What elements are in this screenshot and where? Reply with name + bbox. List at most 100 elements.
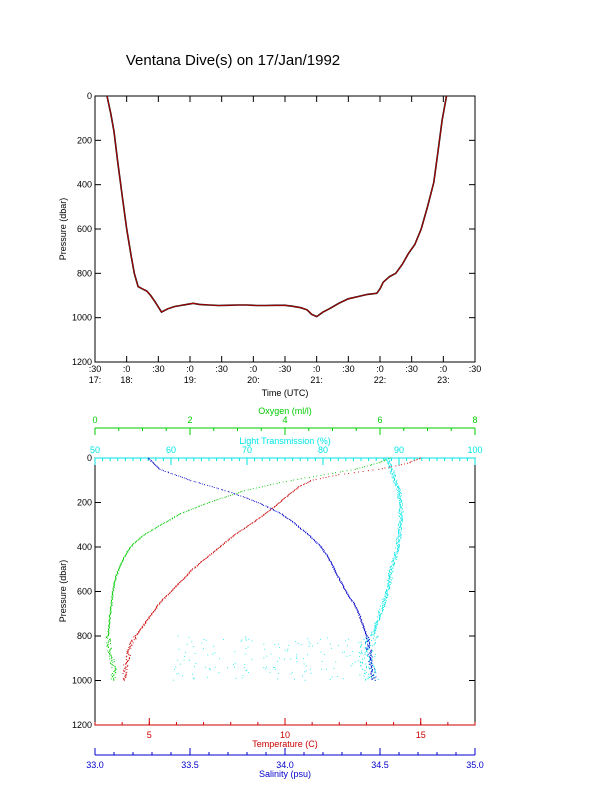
temperature-point [297,487,299,489]
salinity-point [150,460,152,462]
light-transmission-point [395,488,397,490]
oxygen-point [110,657,112,659]
temperature-point [177,584,179,586]
pressure-tick-label-top: 1200 [72,357,92,367]
oxygen-point [109,655,111,657]
oxygen-point [107,635,109,637]
light-transmission-point [393,475,395,477]
oxygen-point [114,670,116,672]
salinity-point [255,501,258,503]
pressure-tick-label-top: 200 [77,135,92,145]
temperature-point [284,496,286,498]
light-transmission-point [389,569,391,571]
temperature-point [325,476,327,478]
oxygen-point [122,559,124,561]
temperature-point [173,587,175,589]
temperature-point [398,464,400,466]
temperature-point [236,532,238,534]
salinity-point [293,522,295,524]
light-transmission-point [399,516,401,518]
light-transmission-point [300,644,302,646]
temperature-point [129,645,131,647]
salinity-point [330,563,332,565]
pressure-tick-label-bottom: 800 [77,631,92,641]
light-transmission-point [397,550,400,552]
oxygen-point [107,625,110,627]
salinity-point [263,504,265,506]
time-tick-minute-label: :30 [405,364,418,374]
light-transmission-point [284,649,286,651]
light-transmission-point [270,653,272,655]
salinity-point [369,662,371,664]
light-transmission-point [194,653,196,654]
light-transmission-point [364,679,366,681]
light-transmission-point [329,679,331,681]
light-transmission-point [386,595,388,597]
temperature-point [124,668,126,670]
oxygen-point [119,567,121,569]
light-transmission-point [396,545,398,547]
light-transmission-point [388,570,390,572]
light-transmission-point [245,647,247,649]
temperature-point [124,675,126,677]
light-transmission-point [399,532,401,534]
light-transmission-point [366,655,368,657]
axis-tick-label: 50 [90,445,100,455]
light-transmission-point [364,670,366,672]
oxygen-point [113,673,115,675]
temperature-point [216,549,218,551]
salinity-point [161,469,163,471]
temperature-point [372,469,374,471]
axis-tick-label: 8 [472,415,477,425]
temperature-point [338,474,340,476]
temperature-point [249,524,251,526]
oxygen-point [381,460,383,462]
oxygen-point [272,483,274,485]
oxygen-point [110,611,112,613]
light-transmission-point [376,616,378,618]
temperature-point [131,641,133,643]
light-transmission-point [396,547,399,549]
oxygen-point [213,500,216,502]
temperature-point [299,485,301,487]
light-transmission-point [206,676,208,678]
temperature-point [416,458,418,460]
salinity-point [267,506,269,508]
oxygen-point [113,675,115,677]
salinity-point [228,491,230,493]
light-transmission-point [377,620,379,622]
light-transmission-point [213,645,215,647]
temperature-point [175,586,177,588]
light-transmission-point [391,569,393,571]
light-transmission-point [390,574,392,576]
temperature-point [123,667,125,669]
oxygen-point [320,474,322,476]
light-transmission-point [388,573,390,575]
axis-tick-label: 34.5 [371,760,389,770]
axis-tick-label: 34.0 [276,760,294,770]
light-transmission-point [398,548,400,550]
light-transmission-point [389,581,391,583]
temperature-series [122,457,422,681]
light-transmission-point [374,677,376,679]
profile-panel: 0 200 400 600 800 1000 1200 0 2 4 6 8 Oxygen (ml/l)… [58,406,484,779]
salinity-point [319,545,321,547]
light-transmission-point [385,457,387,459]
axis-tick-label: 0 [92,415,97,425]
light-transmission-point [363,639,365,641]
light-transmission-point [402,511,404,513]
temperature-point [191,569,193,571]
time-tick-minute-label: :30 [279,364,292,374]
temperature-point [203,558,205,561]
oxygen-point [363,466,366,468]
light-transmission-point [371,635,373,637]
light-transmission-point [327,637,329,639]
oxygen-point [114,577,116,579]
light-transmission-point [389,571,391,573]
light-transmission-point [375,672,377,674]
temperature-point [186,575,188,577]
temperature-point [128,647,130,649]
temperature-point [145,620,147,622]
salinity-point [370,661,372,663]
oxygen-point [108,624,110,627]
